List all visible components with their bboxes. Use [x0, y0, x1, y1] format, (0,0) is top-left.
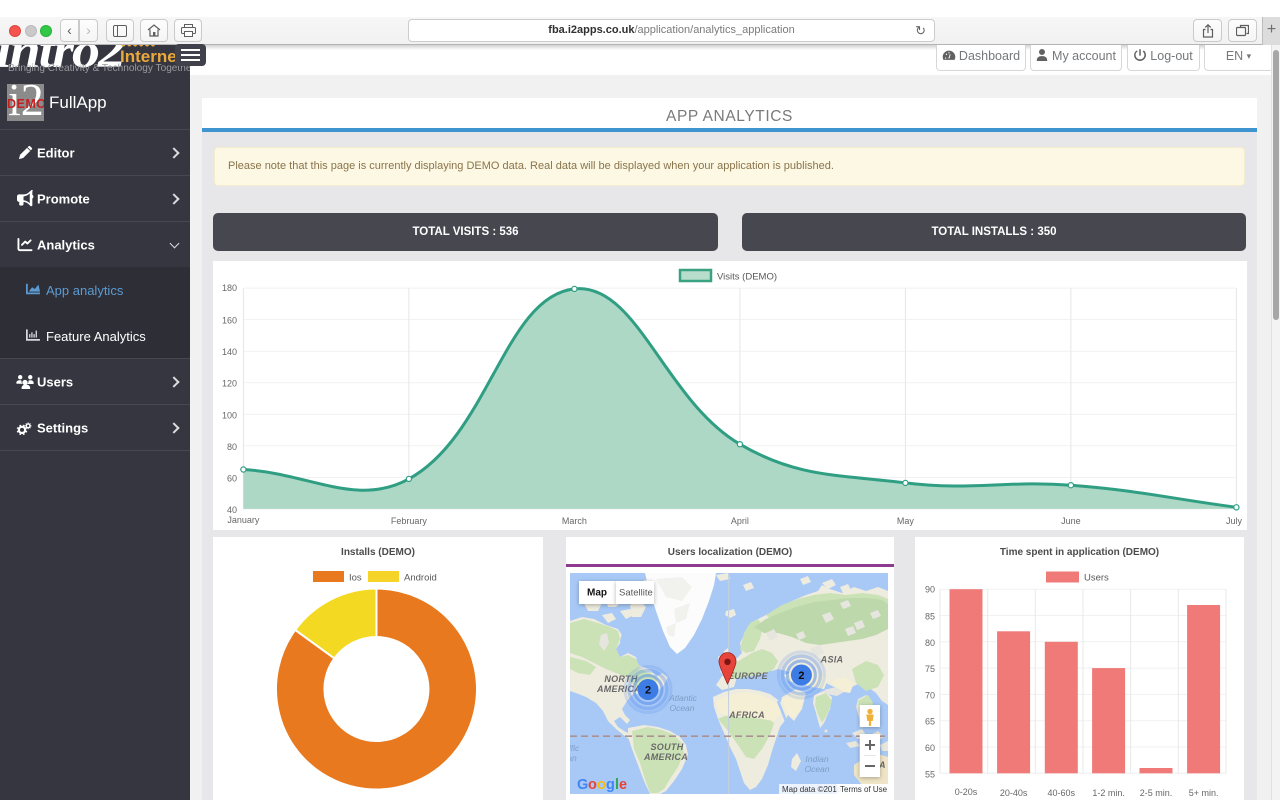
svg-text:ASIA: ASIA — [820, 655, 844, 665]
svg-text:Ocean: Ocean — [804, 764, 829, 774]
svg-text:l: l — [615, 777, 619, 793]
svg-text:2: 2 — [645, 685, 651, 697]
svg-text:60: 60 — [227, 473, 237, 483]
svg-text:March: March — [562, 516, 587, 526]
svg-text:85: 85 — [925, 612, 935, 622]
svg-text:g: g — [606, 777, 615, 793]
svg-text:60: 60 — [925, 743, 935, 753]
svg-text:April: April — [731, 516, 749, 526]
svg-text:120: 120 — [222, 379, 237, 389]
svg-text:Satellite: Satellite — [619, 588, 653, 599]
svg-text:Android: Android — [404, 573, 437, 584]
svg-text:IA: IA — [876, 760, 886, 770]
svg-text:75: 75 — [925, 664, 935, 674]
svg-text:Visits (DEMO): Visits (DEMO) — [717, 272, 777, 283]
svg-text:AMERICA: AMERICA — [596, 684, 641, 694]
svg-text:EUROPE: EUROPE — [728, 671, 769, 681]
svg-text:40: 40 — [227, 505, 237, 515]
svg-text:Ios: Ios — [349, 573, 362, 584]
svg-text:100: 100 — [222, 410, 237, 420]
svg-text:65: 65 — [925, 717, 935, 727]
svg-text:G: G — [577, 777, 588, 793]
svg-text:Map data ©2016: Map data ©2016 — [782, 785, 842, 794]
svg-text:o: o — [588, 777, 597, 793]
svg-text:140: 140 — [222, 347, 237, 357]
svg-text:February: February — [391, 516, 428, 526]
svg-text:160: 160 — [222, 316, 237, 326]
svg-text:2: 2 — [798, 670, 804, 682]
svg-text:SOUTH: SOUTH — [651, 742, 684, 752]
svg-text:90: 90 — [925, 585, 935, 595]
svg-text:e: e — [619, 777, 627, 793]
svg-text:5+ min.: 5+ min. — [1189, 788, 1219, 798]
svg-text:Terms of Use: Terms of Use — [840, 785, 888, 794]
svg-text:May: May — [897, 516, 915, 526]
svg-text:0-20s: 0-20s — [955, 787, 978, 797]
svg-text:Users: Users — [1084, 573, 1109, 584]
svg-text:70: 70 — [925, 690, 935, 700]
svg-text:o: o — [597, 777, 606, 793]
svg-text:Ocean: Ocean — [669, 703, 694, 713]
svg-text:180: 180 — [222, 283, 237, 293]
svg-text:2-5 min.: 2-5 min. — [1140, 788, 1173, 798]
svg-text:January: January — [227, 515, 260, 525]
svg-text:July: July — [1226, 516, 1243, 526]
svg-text:June: June — [1061, 516, 1081, 526]
svg-text:Indian: Indian — [805, 754, 828, 764]
svg-text:1-2 min.: 1-2 min. — [1092, 788, 1125, 798]
svg-text:NORTH: NORTH — [604, 674, 638, 684]
svg-text:Atlantic: Atlantic — [668, 693, 698, 703]
svg-text:80: 80 — [227, 442, 237, 452]
svg-text:20-40s: 20-40s — [1000, 788, 1028, 798]
svg-text:55: 55 — [925, 769, 935, 779]
svg-text:80: 80 — [925, 638, 935, 648]
svg-text:Map: Map — [587, 588, 607, 599]
svg-text:40-60s: 40-60s — [1048, 788, 1076, 798]
svg-text:AMERICA: AMERICA — [643, 752, 688, 762]
svg-text:AFRICA: AFRICA — [728, 710, 765, 720]
svg-text:ific: ific — [570, 743, 580, 753]
svg-text:an: an — [570, 753, 577, 763]
